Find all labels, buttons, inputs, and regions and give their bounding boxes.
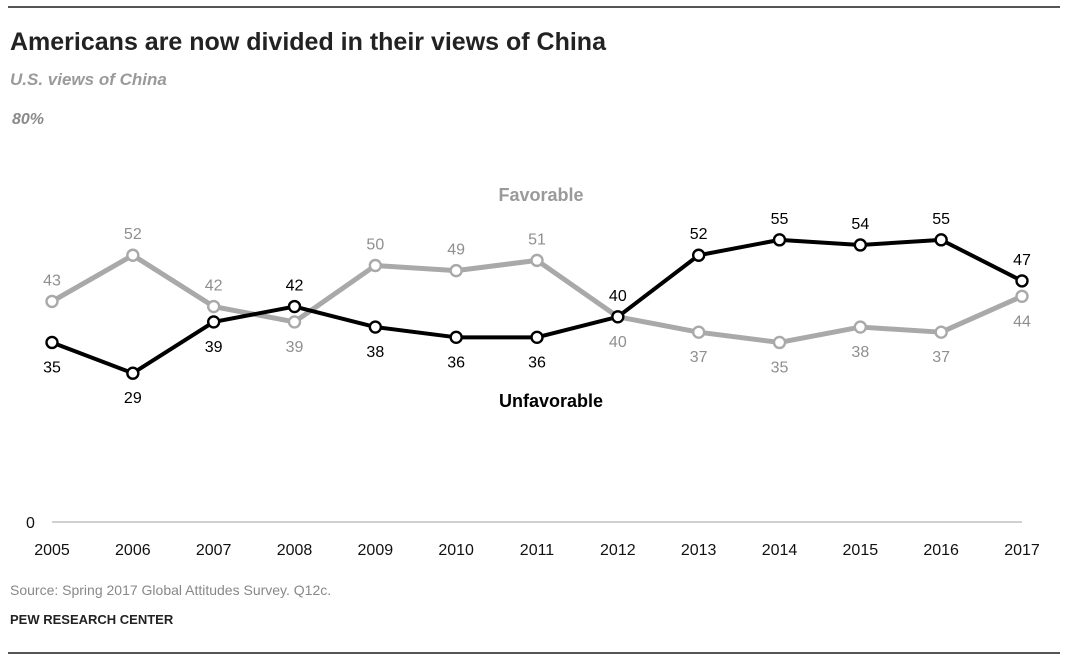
favorable-value-label: 42 [205,278,223,295]
favorable-value-label: 52 [124,226,142,243]
y-tick-label: 0 [26,515,35,532]
favorable-value-label: 43 [43,272,61,289]
unfavorable-point [853,238,868,252]
unfavorable-value-label: 55 [771,211,789,228]
unfavorable-value-label: 36 [528,354,546,371]
x-tick-label: 2005 [34,542,70,559]
favorable-point [287,315,302,329]
favorable-line [50,252,1024,345]
favorable-point [45,294,59,309]
value-labels: 43 35 52 29 42 39 39 42 50 38 49 36 51 36 40 40 37 52 35 55… [43,185,1031,411]
unfavorable-value-label: 36 [447,354,465,371]
x-tick-label: 2016 [923,542,959,559]
top-rule [8,6,1060,8]
favorable-value-label: 49 [447,242,465,259]
chart-subtitle: U.S. views of China [10,70,167,89]
y-tick-label: 80% [12,111,44,128]
favorable-value-label: 50 [366,237,384,254]
favorable-series-label: Favorable [498,185,583,205]
unfavorable-point [772,233,787,247]
unfavorable-value-label: 40 [609,288,627,305]
x-tick-label: 2011 [520,542,555,559]
x-tick-label: 2010 [438,542,474,559]
favorable-point [1015,289,1029,303]
favorable-value-label: 37 [690,349,708,366]
series-points [45,233,1029,380]
unfavorable-point [691,248,706,262]
unfavorable-value-label: 42 [286,278,304,295]
unfavorable-point [1015,274,1029,288]
favorable-point [530,253,544,268]
favorable-value-label: 44 [1013,313,1031,330]
favorable-point [126,248,140,262]
favorable-point [206,299,221,314]
favorable-point [853,320,868,334]
unfavorable-value-label: 35 [43,359,61,376]
favorable-value-label: 51 [528,231,546,248]
favorable-value-label: 39 [286,339,304,356]
unfavorable-value-label: 52 [690,226,708,243]
unfavorable-point [934,233,948,247]
unfavorable-point [530,330,544,345]
favorable-point [449,263,463,278]
unfavorable-series-label: Unfavorable [499,391,603,411]
favorable-value-label: 38 [851,344,869,361]
favorable-value-label: 37 [932,349,950,366]
x-tick-label: 2012 [600,542,636,559]
unfavorable-value-label: 47 [1013,252,1031,269]
favorable-point [691,325,706,339]
chart-axis: 0 80% 2005 2006 2007 2008 2009 2010 2011 2012 2013… [12,111,1040,559]
bottom-rule [8,652,1060,654]
unfavorable-point [45,335,59,350]
unfavorable-point [126,366,140,380]
favorable-point [772,335,787,350]
unfavorable-value-label: 29 [124,390,142,407]
source-note: Source: Spring 2017 Global Attitudes Sur… [10,582,332,598]
x-tick-label: 2015 [843,542,879,559]
favorable-value-label: 40 [609,334,627,351]
unfavorable-value-label: 39 [205,339,223,356]
chart-title: Americans are now divided in their views… [10,28,606,56]
x-tick-label: 2013 [681,542,717,559]
favorable-value-label: 35 [771,359,789,376]
unfavorable-point [368,320,383,334]
credit-line: PEW RESEARCH CENTER [10,612,174,627]
unfavorable-point [287,299,302,314]
unfavorable-point [449,330,463,345]
unfavorable-value-label: 54 [851,216,869,233]
x-tick-label: 2014 [762,542,798,559]
x-tick-label: 2007 [196,542,232,559]
unfavorable-value-label: 55 [932,211,950,228]
unfavorable-point [206,315,221,329]
x-tick-label: 2017 [1004,542,1040,559]
x-tick-label: 2008 [277,542,313,559]
x-tick-label: 2006 [115,542,151,559]
unfavorable-point [611,310,625,324]
unfavorable-value-label: 38 [366,344,384,361]
favorable-point [368,258,383,273]
favorable-point [934,325,948,339]
x-tick-label: 2009 [358,542,394,559]
